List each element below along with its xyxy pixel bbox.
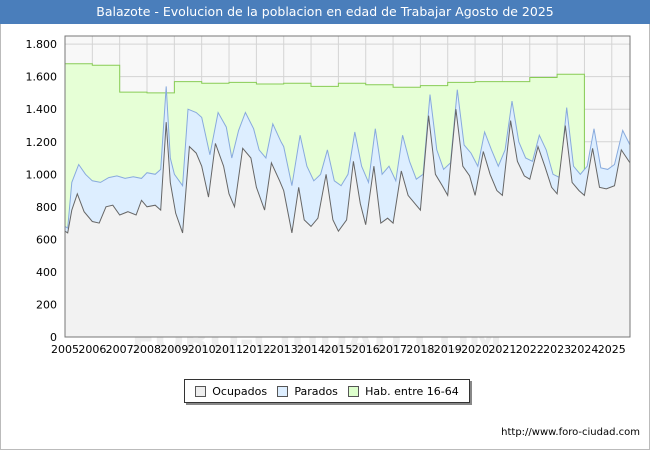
x-tick-label-6: 2011 [215,343,243,356]
chart-title: Balazote - Evolucion de la poblacion en … [0,0,650,24]
y-tick-label-2: 400 [36,266,57,279]
legend-swatch-ocupados [195,385,207,397]
legend-swatch-parados [277,385,289,397]
legend-item-hab: Hab. entre 16-64 [348,385,459,398]
x-tick-label-11: 2016 [352,343,380,356]
x-tick-label-9: 2014 [297,343,325,356]
x-tick-label-14: 2019 [434,343,462,356]
y-tick-label-6: 1.200 [26,136,58,149]
x-tick-label-17: 2022 [516,343,544,356]
x-tick-label-18: 2023 [543,343,571,356]
x-tick-label-10: 2015 [324,343,352,356]
y-tick-label-3: 600 [36,233,57,246]
x-tick-label-3: 2008 [133,343,161,356]
y-tick-label-0: 0 [50,331,57,344]
x-tick-label-2: 2007 [106,343,134,356]
legend-label-hab: Hab. entre 16-64 [365,384,459,398]
x-axis-ticks: 2005 2006 2007 2008 2009 2010 2011 2012 2013 2014… [51,343,626,356]
x-tick-label-13: 2018 [406,343,434,356]
legend-label-ocupados: Ocupados [212,384,268,398]
x-tick-label-16: 2021 [488,343,516,356]
series-line-parados [64,86,631,229]
legend-item-parados: Parados [277,385,338,398]
legend-swatch-hab [348,385,360,397]
legend: Ocupados Parados Hab. entre 16-64 [184,379,470,403]
x-tick-label-4: 2009 [160,343,188,356]
x-tick-label-15: 2020 [461,343,489,356]
x-tick-label-12: 2017 [379,343,407,356]
y-tick-label-4: 800 [36,201,57,214]
y-tick-label-7: 1.400 [26,103,58,116]
y-tick-label-5: 1.000 [26,168,58,181]
legend-item-ocupados: Ocupados [195,385,267,398]
y-tick-label-9: 1.800 [26,38,58,51]
x-tick-label-8: 2013 [270,343,298,356]
x-tick-label-7: 2012 [242,343,270,356]
series-line-hab [65,63,630,172]
x-tick-label-5: 2010 [188,343,216,356]
y-tick-label-8: 1.600 [26,71,58,84]
series-line-ocupados [64,109,631,234]
y-axis-ticks: 0 200 400 600 800 1.000 1.200 1.400 1.600 1.800 [26,38,58,344]
y-tick-label-1: 200 [36,298,57,311]
source-url[interactable]: http://www.foro-ciudad.com [501,427,640,438]
x-tick-label-19: 2024 [570,343,598,356]
x-tick-label-1: 2006 [78,343,106,356]
x-tick-label-20: 2025 [598,343,626,356]
series-area-ocupados [65,109,630,337]
plot-border [64,35,631,338]
legend-label-parados: Parados [294,384,338,398]
x-tick-label-0: 2005 [51,343,79,356]
